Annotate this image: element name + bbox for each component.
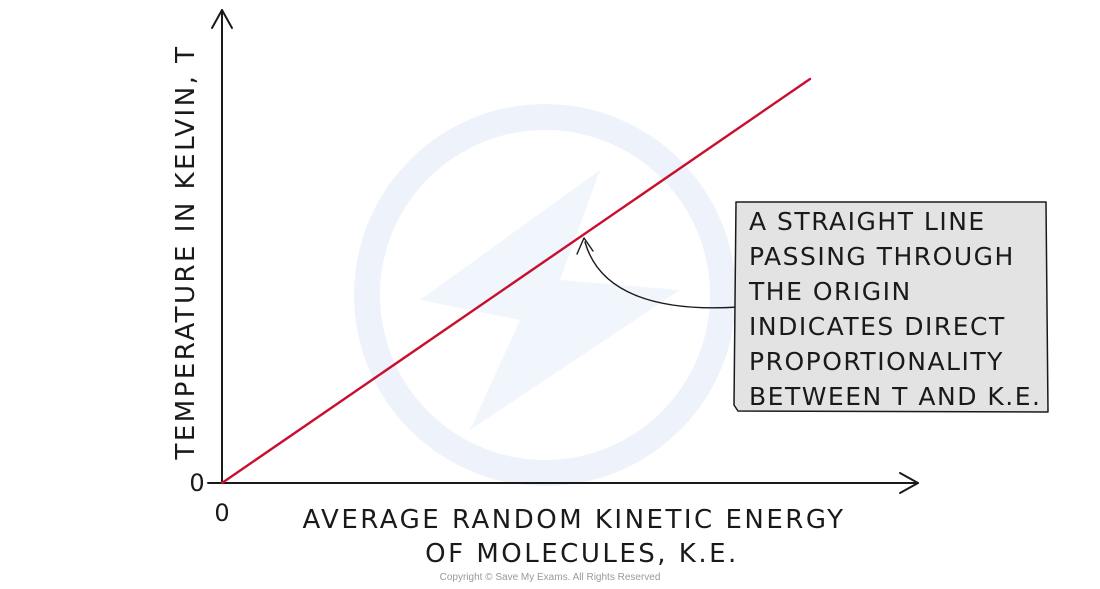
callout-line-1: A STRAIGHT LINE (749, 207, 986, 236)
callout-line-5: PROPORTIONALITY (749, 347, 1004, 376)
annotation-callout: A STRAIGHT LINE PASSING THROUGH THE ORIG… (733, 201, 1049, 413)
callout-box (733, 201, 1049, 413)
y-tick-label-0: 0 (189, 469, 204, 497)
copyright-notice: Copyright © Save My Exams. All Rights Re… (439, 572, 661, 583)
watermark-logo (354, 104, 736, 486)
y-axis-arrowhead (211, 9, 233, 29)
callout-line-4: INDICATES DIRECT (749, 312, 1006, 341)
callout-line-6: BETWEEN T AND K.E. (749, 382, 1041, 411)
series-line (220, 77, 812, 485)
x-axis-label-line-2: OF MOLECULES, K.E. (425, 539, 739, 569)
x-axis-label-line-1: AVERAGE RANDOM KINETIC ENERGY (302, 505, 845, 535)
axes (207, 9, 919, 494)
y-axis-label: TEMPERATURE IN KELVIN, T (171, 44, 201, 460)
callout-line-3: THE ORIGIN (748, 277, 912, 306)
x-axis-arrowhead (899, 472, 919, 494)
callout-line-2: PASSING THROUGH (749, 242, 1015, 271)
x-tick-label-0: 0 (214, 499, 229, 527)
